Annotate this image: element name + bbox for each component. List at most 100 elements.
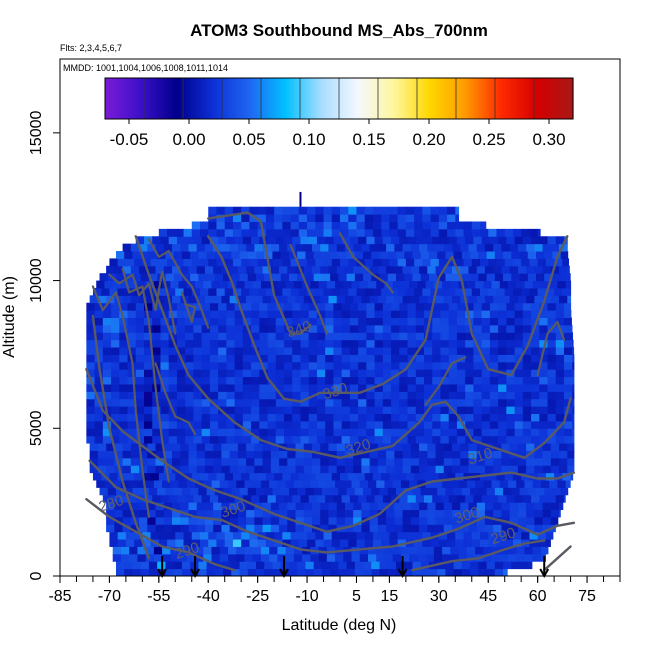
heat-cell [234, 354, 244, 363]
heat-cell [275, 236, 285, 245]
heat-cell [509, 502, 519, 511]
heat-cell [213, 450, 222, 459]
heat-cell [456, 324, 466, 333]
contour-line [91, 285, 150, 518]
heat-cell [564, 376, 573, 385]
heat-cell [488, 531, 497, 540]
heat-cell [407, 347, 417, 355]
heat-cell [445, 273, 455, 282]
heat-cell [188, 450, 198, 459]
heat-cell [234, 428, 244, 437]
heat-cell [506, 236, 516, 245]
heat-cell [486, 273, 496, 282]
heat-cell [331, 539, 341, 547]
heat-cell [279, 243, 288, 252]
heat-cell [364, 228, 374, 237]
heat-cell [341, 324, 351, 333]
heat-cell [374, 383, 384, 392]
heat-cell [374, 398, 384, 407]
heat-cell [312, 243, 321, 252]
heat-cell [512, 539, 522, 547]
heat-cell [226, 369, 236, 378]
heat-cell [341, 347, 351, 355]
colorbar-swatch [175, 78, 178, 119]
heat-cell [109, 531, 119, 540]
heat-cell [209, 376, 219, 385]
heat-cell [305, 273, 315, 282]
heat-cell [111, 332, 120, 341]
heat-cell [109, 539, 119, 547]
colorbar-swatch [327, 78, 330, 119]
heat-cell [465, 428, 474, 437]
heat-cell [262, 524, 272, 533]
heat-cell [320, 443, 329, 451]
heat-cell [172, 243, 181, 252]
heat-cell [517, 465, 527, 474]
heat-cell [316, 398, 326, 407]
heat-cell [325, 317, 334, 326]
heat-cell [456, 398, 466, 407]
heat-cell [501, 243, 511, 252]
heat-cell [514, 354, 524, 363]
heat-cell [94, 391, 104, 400]
heat-cell [547, 332, 557, 341]
heat-cell [447, 531, 456, 540]
heat-cell [438, 287, 448, 296]
heat-cell [310, 553, 320, 562]
heat-cell [135, 354, 145, 363]
colorbar-swatch [523, 78, 526, 119]
heat-cell [208, 206, 217, 215]
colorbar-swatch [497, 78, 500, 119]
heat-cell [340, 228, 349, 237]
heat-cell [534, 516, 544, 525]
heat-cell [550, 509, 560, 518]
heat-cell [407, 302, 417, 311]
heat-cell [427, 524, 437, 533]
heat-cell [229, 450, 239, 459]
heat-cell [501, 450, 511, 459]
heat-cell [368, 546, 377, 555]
heat-cell [300, 361, 310, 370]
heat-cell [144, 435, 153, 444]
colorbar-swatch [437, 78, 440, 119]
heat-cell [130, 465, 140, 474]
heat-cell [218, 420, 227, 429]
heat-cell [428, 487, 438, 496]
heat-cell [333, 324, 343, 333]
heat-cell [92, 472, 102, 481]
heat-cell [232, 214, 242, 222]
heat-cell [96, 280, 105, 289]
heat-cell [527, 273, 537, 282]
heat-cell [394, 443, 404, 451]
heat-cell [407, 435, 417, 444]
heat-cell [175, 472, 185, 481]
heat-cell [323, 221, 333, 230]
colorbar-swatch [197, 78, 200, 119]
heat-cell [471, 531, 481, 540]
heat-cell [188, 457, 198, 466]
heat-cell [315, 472, 325, 481]
x-tick-label: 45 [479, 588, 497, 605]
heat-cell [251, 302, 260, 311]
heat-cell [325, 369, 334, 378]
contour-line [424, 356, 467, 406]
colorbar-swatch [571, 78, 574, 119]
heat-cell [188, 502, 198, 511]
heat-cell [259, 413, 269, 422]
heat-cell [275, 369, 285, 378]
heat-cell [386, 502, 395, 511]
heat-cell [316, 494, 326, 503]
heat-cell [349, 494, 359, 503]
heat-cell [486, 251, 496, 259]
heat-cell [295, 450, 305, 459]
heat-cell [147, 465, 157, 474]
heat-cell [407, 310, 417, 318]
colorbar-swatch [449, 78, 452, 119]
heat-cell [404, 273, 413, 282]
heat-cell [476, 443, 486, 451]
heat-cell [424, 391, 433, 400]
heat-cell [251, 369, 260, 378]
heat-cell [560, 251, 569, 259]
heat-cell [476, 516, 486, 525]
colorbar-swatch [211, 78, 214, 119]
